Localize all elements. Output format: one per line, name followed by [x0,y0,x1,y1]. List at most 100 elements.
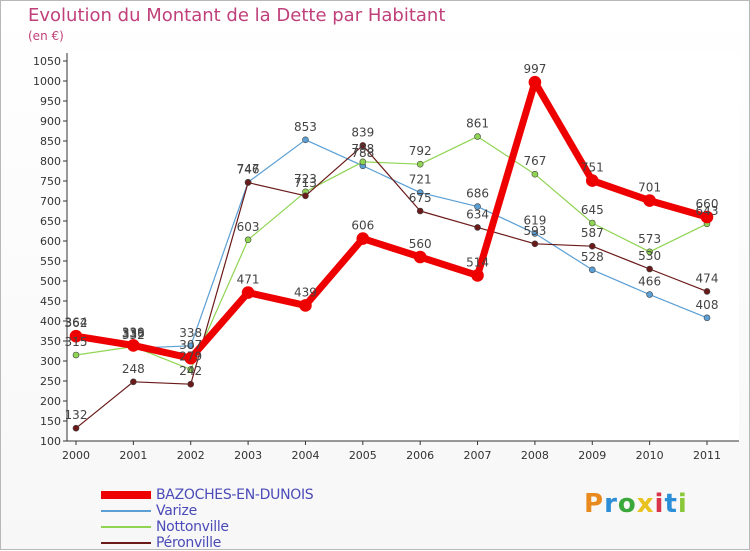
data-label: 336 [122,327,145,341]
data-point [646,265,653,273]
data-point [643,194,656,207]
data-label: 587 [581,226,604,240]
data-point [646,248,653,256]
data-point [244,179,252,186]
x-tick-label: 2011 [693,449,721,462]
data-point [187,342,195,350]
y-tick-label: 600 [40,235,61,248]
chart-title: Evolution du Montant de la Dette par Hab… [28,5,446,26]
data-point [700,210,714,224]
logo-letter: i [677,489,688,519]
data-point [413,250,427,264]
y-tick-label: 450 [40,295,61,308]
proxiti-logo: Proxiti [584,489,688,519]
logo-letter: r [604,489,618,519]
logo-letter: x [636,489,655,519]
y-tick-label: 900 [40,115,61,128]
data-label: 798 [351,142,374,156]
x-tick-label: 2007 [464,449,492,462]
data-label: 332 [122,328,145,342]
legend-swatch [101,542,151,544]
data-point [69,329,83,343]
data-label: 839 [351,125,374,139]
data-label: 439 [294,285,317,299]
x-tick-label: 2006 [406,449,434,462]
data-label: 408 [696,298,719,312]
data-point [474,133,481,140]
data-point [184,351,198,365]
data-point [416,207,424,215]
data-label: 560 [409,237,432,251]
data-label: 619 [523,213,546,227]
data-point [474,203,481,210]
data-point [302,192,309,200]
y-tick-label: 650 [40,215,61,228]
data-point [531,170,539,178]
series-line [75,136,708,370]
legend-label: Varize [156,503,197,519]
data-label: 747 [237,162,260,176]
x-tick-label: 2000 [62,449,90,462]
legend-swatch [101,510,151,512]
data-point [474,224,481,231]
data-label: 643 [696,204,719,218]
data-point [588,266,596,274]
data-label: 634 [466,207,489,221]
x-tick-label: 2010 [636,449,664,462]
data-label: 767 [523,154,546,168]
x-tick-label: 2004 [291,449,319,462]
y-tick-label: 500 [40,275,61,288]
y-tick-label: 250 [40,375,61,388]
data-point [646,291,653,298]
series-line [75,139,708,349]
x-tick-label: 2001 [119,449,147,462]
legend-swatch [101,491,151,499]
x-tick-label: 2003 [234,449,262,462]
y-tick-label: 400 [40,315,61,328]
data-point [127,339,140,352]
y-tick-label: 200 [40,395,61,408]
data-label: 686 [466,187,489,201]
data-point [241,286,255,299]
data-label: 861 [466,117,489,131]
data-label: 466 [638,275,661,289]
data-label: 514 [466,255,489,269]
data-label: 474 [696,271,719,285]
data-point [416,189,424,196]
y-tick-label: 550 [40,255,61,268]
logo-letter: P [584,489,605,519]
data-label: 606 [351,219,374,233]
data-label: 660 [696,197,719,211]
data-point [531,230,539,237]
y-tick-label: 300 [40,355,61,368]
data-label: 746 [237,163,260,177]
data-label: 573 [638,232,661,246]
data-point [187,380,195,388]
data-label: 713 [294,176,317,190]
data-label: 997 [523,62,546,76]
data-point [416,160,424,168]
legend-label: Péronville [156,535,222,551]
data-label: 751 [581,161,604,175]
data-point [359,158,367,166]
x-tick-label: 2002 [177,449,205,462]
data-point [703,288,711,295]
data-label: 364 [65,315,88,329]
data-point [528,75,542,89]
data-label: 788 [351,146,374,160]
y-tick-label: 350 [40,335,61,348]
series-line [75,78,708,362]
data-point [531,240,539,248]
y-tick-label: 850 [40,135,61,148]
data-label: 675 [409,191,432,205]
data-point [72,424,80,432]
data-label: 338 [179,326,202,340]
data-label: 792 [409,144,432,158]
data-label: 528 [581,250,604,264]
data-label: 279 [179,349,202,363]
data-point [588,219,596,227]
data-point [588,242,596,250]
legend-swatch [101,526,151,528]
logo-letter: i [654,489,665,519]
